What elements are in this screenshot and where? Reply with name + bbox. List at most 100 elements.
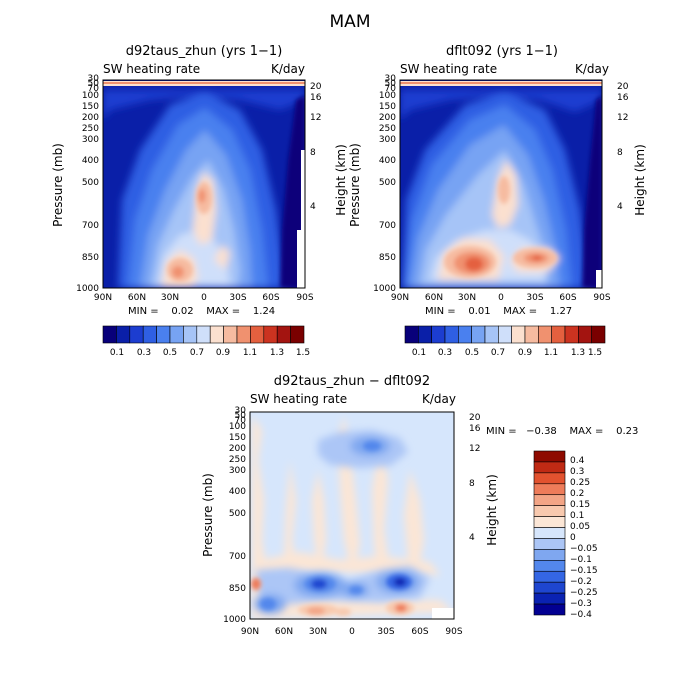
colorbar-label: 0.7 — [491, 348, 505, 358]
colorbar-label: 0.5 — [163, 348, 177, 358]
y-tick-label: 400 — [229, 487, 246, 497]
y2-axis-label: Height (km) — [633, 144, 647, 215]
x-tick-label: 60S — [559, 293, 576, 303]
min-max-readout: MIN = −0.38 MAX = 0.23 — [486, 426, 638, 437]
x-tick-label: 30N — [161, 293, 179, 303]
x-tick-label: 0 — [201, 293, 207, 303]
y-tick-label: 200 — [229, 444, 246, 454]
colorbar-label: 0.1 — [570, 511, 584, 521]
colorbar-label: −0.3 — [570, 599, 592, 609]
panel-title: d92taus_zhun − dflt092 — [274, 374, 430, 389]
y2-tick-label: 20 — [469, 413, 481, 423]
colorbar-swatch — [533, 494, 566, 506]
x-tick-label: 60N — [425, 293, 443, 303]
x-ticks: 90N 60N 30N 0 30S 60S 90S — [391, 293, 611, 303]
y-axis-label: Pressure (mb) — [348, 143, 362, 227]
min-max-readout: MIN = 0.01 MAX = 1.27 — [425, 306, 572, 317]
y-tick-label: 70 — [385, 84, 397, 94]
y2-tick-label: 8 — [617, 148, 623, 158]
x-tick-label: 30N — [309, 627, 327, 637]
colorbar-swatch — [209, 325, 224, 344]
y2-tick-label: 4 — [469, 533, 475, 543]
x-ticks: 90N 60N 30N 0 30S 60S 90S — [94, 293, 314, 303]
y-tick-label: 1000 — [76, 284, 99, 294]
panel-difference: d92taus_zhun − dflt092 SW heating rate K… — [201, 374, 638, 637]
colorbar-swatch — [183, 325, 198, 344]
colorbar-swatch — [129, 325, 144, 344]
y-tick-label: 1000 — [373, 284, 396, 294]
colorbar-swatch — [511, 325, 526, 344]
x-tick-label: 0 — [349, 627, 355, 637]
colorbar-label: 0.9 — [216, 348, 231, 358]
colorbar-swatch — [533, 592, 566, 605]
x-tick-label: 30S — [526, 293, 543, 303]
colorbar-swatch — [564, 325, 579, 344]
y-tick-label: 850 — [229, 584, 246, 594]
x-tick-label: 60N — [128, 293, 146, 303]
y-tick-label: 700 — [379, 221, 396, 231]
colorbar-swatch — [533, 461, 566, 474]
figure-title: MAM — [330, 12, 371, 32]
panel-right: dflt092 (yrs 1−1) SW heating rate K/day — [348, 44, 647, 358]
y-tick-label: 300 — [229, 466, 246, 476]
colorbar-swatch — [533, 527, 566, 539]
colorbar — [102, 325, 305, 344]
y-tick-label: 70 — [235, 416, 247, 426]
colorbar-swatch — [538, 325, 552, 344]
y-tick-label: 200 — [82, 113, 99, 123]
y2-axis-label: Height (km) — [485, 474, 499, 545]
y-tick-label: 700 — [82, 221, 99, 231]
y2-tick-label: 16 — [310, 93, 322, 103]
colorbar-swatch — [431, 325, 446, 344]
colorbar-swatch — [142, 325, 157, 344]
heatmap-field — [250, 412, 454, 619]
y-tick-label: 300 — [379, 135, 396, 145]
x-tick-label: 30N — [458, 293, 476, 303]
y-tick-label: 300 — [82, 135, 99, 145]
y-tick-label: 250 — [82, 124, 99, 134]
y-tick-label: 50 — [385, 79, 397, 89]
y-tick-label: 50 — [88, 79, 100, 89]
y2-tick-label: 12 — [617, 113, 628, 123]
y-tick-label: 250 — [229, 455, 246, 465]
x-tick-label: 90S — [445, 627, 462, 637]
panel-right-label: K/day — [575, 62, 609, 76]
colorbar-swatch — [533, 549, 566, 561]
y-tick-label: 50 — [235, 411, 247, 421]
x-ticks: 90N 60N 30N 0 30S 60S 90S — [241, 627, 463, 637]
y-tick-label: 400 — [379, 156, 396, 166]
colorbar-swatch — [533, 450, 566, 463]
y-tick-label: 250 — [379, 124, 396, 134]
colorbar-swatch — [533, 483, 566, 496]
y2-tick-label: 4 — [310, 202, 316, 212]
colorbar-label: −0.15 — [570, 566, 598, 576]
x-tick-label: 60S — [411, 627, 428, 637]
colorbar-label: −0.2 — [570, 577, 592, 587]
colorbar-label: 0.4 — [570, 456, 585, 466]
colorbar-swatch — [223, 325, 238, 344]
x-tick-label: 90N — [241, 627, 259, 637]
y-tick-label: 850 — [379, 253, 396, 263]
x-tick-label: 90N — [94, 293, 112, 303]
colorbar-label: 0 — [570, 533, 576, 543]
colorbar-label: 1.1 — [243, 348, 257, 358]
colorbar-swatch — [533, 516, 566, 528]
y-ticks: 1000 850 700 500 400 300 250 200 150 100… — [223, 406, 246, 625]
colorbar-swatch — [156, 325, 171, 344]
colorbar — [404, 325, 606, 344]
y2-tick-label: 12 — [469, 444, 480, 454]
y2-tick-label: 12 — [310, 113, 321, 123]
colorbar-label: 0.7 — [190, 348, 204, 358]
colorbar-swatch — [484, 325, 499, 344]
y2-ticks: 4 8 12 16 20 — [310, 82, 322, 212]
colorbar-swatch — [578, 325, 592, 344]
panel-left-label: SW heating rate — [250, 392, 347, 406]
colorbar-label: 0.05 — [570, 522, 590, 532]
y-tick-label: 30 — [235, 406, 247, 416]
colorbar-label: −0.05 — [570, 544, 598, 554]
colorbar-swatch — [533, 570, 566, 583]
colorbar-label: 1.3 — [571, 348, 585, 358]
y-tick-label: 150 — [82, 102, 99, 112]
colorbar-swatch — [290, 325, 305, 344]
